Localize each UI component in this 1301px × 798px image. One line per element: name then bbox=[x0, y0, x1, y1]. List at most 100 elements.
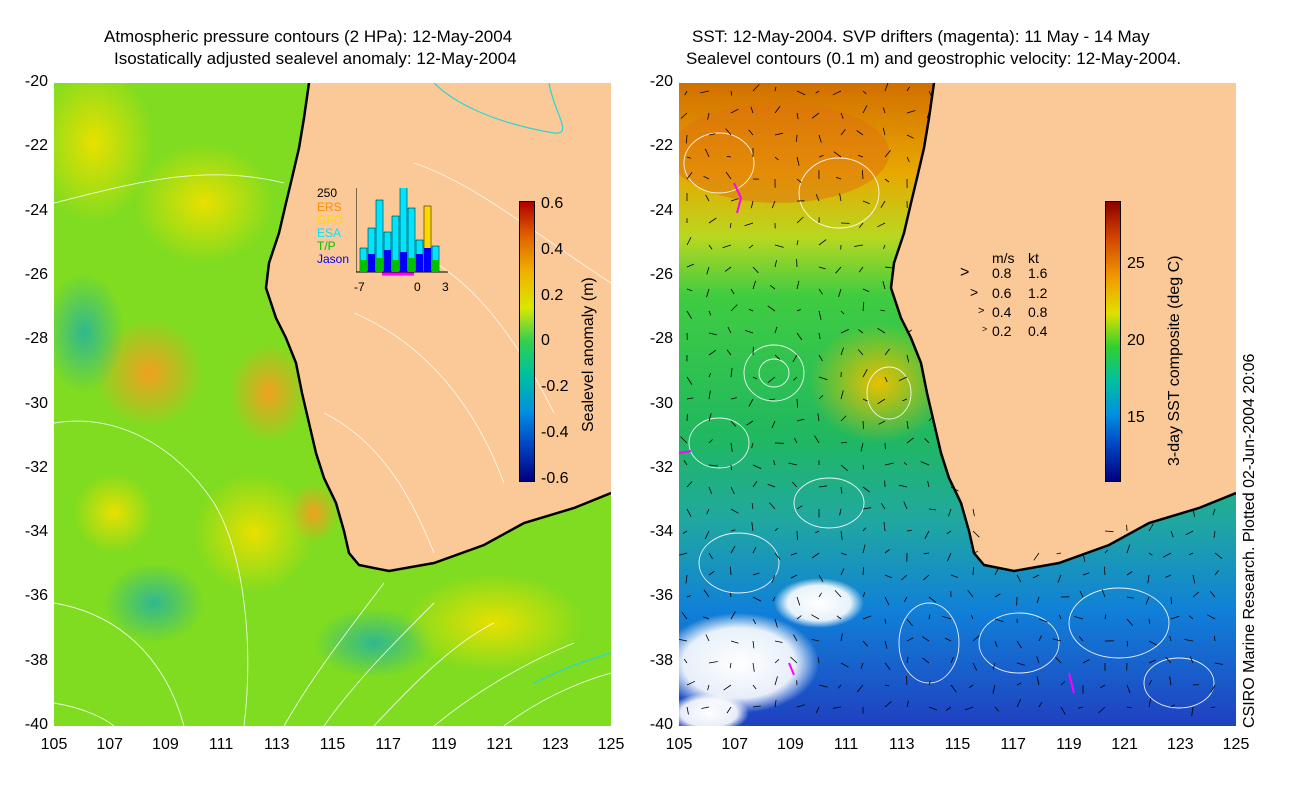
velocity-arrow bbox=[686, 481, 693, 488]
velocity-arrow bbox=[686, 156, 691, 159]
velocity-arrow bbox=[707, 112, 710, 120]
velocity-arrow bbox=[818, 155, 824, 158]
right-xtick: 117 bbox=[1000, 736, 1026, 753]
velocity-arrow bbox=[964, 706, 974, 711]
velocity-arrow bbox=[818, 684, 828, 688]
velocity-arrow bbox=[884, 684, 890, 687]
velocity-arrow bbox=[1214, 636, 1216, 642]
velocity-arrow bbox=[818, 592, 822, 598]
velocity-arrow bbox=[840, 464, 849, 472]
velocity-arrow bbox=[906, 529, 912, 532]
velocity-arrow bbox=[838, 288, 842, 298]
velocity-arrow bbox=[1100, 684, 1106, 689]
velocity-arrow bbox=[686, 134, 688, 144]
velocity-arrow bbox=[884, 83, 889, 92]
velocity-arrow bbox=[796, 90, 806, 96]
velocity-arrow bbox=[1126, 640, 1129, 647]
velocity-arrow bbox=[862, 486, 870, 493]
velocity-arrow bbox=[708, 310, 712, 316]
velocity-arrow bbox=[1016, 640, 1022, 649]
velocity-arrow bbox=[862, 398, 868, 402]
velocity-arrow bbox=[751, 522, 754, 532]
velocity-arrow bbox=[862, 507, 872, 510]
velocity-arrow bbox=[769, 502, 776, 510]
velocity-arrow bbox=[1016, 698, 1022, 708]
inset-legend-tp: T/P bbox=[317, 239, 336, 253]
velocity-arrow bbox=[746, 420, 754, 426]
velocity-arrow bbox=[884, 596, 890, 606]
velocity-arrow bbox=[1185, 530, 1194, 536]
velocity-arrow bbox=[811, 112, 820, 119]
velocity-arrow bbox=[862, 640, 869, 647]
velocity-arrow bbox=[950, 684, 957, 693]
velocity-arrow bbox=[774, 552, 781, 560]
velocity-arrow bbox=[772, 596, 776, 602]
velocity-arrow bbox=[752, 572, 760, 576]
velocity-arrow bbox=[1170, 530, 1174, 538]
velocity-arrow bbox=[1126, 618, 1134, 627]
legend-kt-2: 1.2 bbox=[1028, 285, 1048, 301]
velocity-arrow bbox=[774, 326, 778, 334]
velocity-arrow bbox=[862, 90, 867, 95]
velocity-arrow bbox=[972, 530, 980, 538]
velocity-arrow bbox=[840, 633, 843, 642]
velocity-arrow bbox=[752, 280, 756, 290]
velocity-arrow bbox=[796, 398, 798, 408]
velocity-arrow bbox=[884, 574, 893, 579]
velocity-arrow bbox=[703, 589, 710, 598]
velocity-arrow bbox=[906, 618, 913, 627]
velocity-arrow bbox=[708, 244, 713, 250]
velocity-arrow bbox=[969, 684, 974, 688]
velocity-arrow bbox=[796, 134, 798, 142]
velocity-arrow bbox=[686, 172, 693, 180]
right-title-line1: SST: 12-May-2004. SVP drifters (magenta)… bbox=[692, 27, 1150, 46]
velocity-arrow bbox=[811, 614, 820, 620]
left-ytick: -38 bbox=[24, 651, 48, 669]
legend-ms-3: 0.4 bbox=[992, 304, 1012, 320]
velocity-arrow bbox=[686, 680, 696, 686]
right-ytick: -24 bbox=[649, 201, 673, 219]
velocity-arrow bbox=[1126, 596, 1134, 599]
right-xtick: 119 bbox=[1056, 736, 1082, 753]
velocity-arrow bbox=[703, 616, 710, 620]
velocity-arrow bbox=[818, 134, 822, 143]
inset-legend-jason: Jason bbox=[317, 252, 350, 266]
velocity-arrow bbox=[906, 437, 914, 444]
velocity-arrow bbox=[877, 398, 886, 405]
velocity-arrow bbox=[994, 568, 999, 576]
velocity-arrow bbox=[840, 442, 847, 444]
velocity-arrow bbox=[706, 266, 710, 275]
velocity-arrow bbox=[792, 354, 798, 363]
velocity-arrow bbox=[796, 615, 802, 620]
velocity-arrow bbox=[774, 640, 783, 643]
left-ytick: -24 bbox=[24, 201, 48, 219]
velocity-arrow bbox=[1209, 591, 1216, 598]
velocity-arrow bbox=[1192, 684, 1199, 686]
velocity-arrow bbox=[862, 420, 864, 429]
velocity-arrow bbox=[860, 442, 864, 452]
velocity-arrow bbox=[752, 547, 757, 554]
velocity-arrow bbox=[1148, 640, 1157, 646]
velocity-arrow bbox=[1148, 552, 1153, 556]
velocity-arrow bbox=[751, 442, 754, 449]
velocity-arrow bbox=[906, 329, 912, 334]
velocity-arrow bbox=[840, 112, 844, 119]
velocity-arrow bbox=[1036, 676, 1040, 686]
velocity-arrow bbox=[752, 84, 760, 92]
velocity-arrow bbox=[1212, 508, 1216, 516]
left-ytick: -28 bbox=[24, 330, 48, 348]
velocity-arrow bbox=[906, 354, 910, 363]
velocity-arrow bbox=[796, 112, 799, 120]
velocity-arrow bbox=[1170, 596, 1172, 605]
right-xtick: 105 bbox=[665, 736, 693, 753]
velocity-arrow bbox=[883, 522, 886, 532]
velocity-arrow bbox=[729, 592, 732, 598]
velocity-arrow bbox=[898, 376, 908, 382]
velocity-arrow bbox=[752, 705, 761, 708]
velocity-arrow bbox=[950, 486, 959, 492]
velocity-arrow bbox=[862, 200, 870, 205]
right-xtick: 113 bbox=[889, 736, 915, 753]
left-ytick: -20 bbox=[24, 73, 48, 90]
velocity-arrow bbox=[898, 484, 908, 488]
left-xtick: 107 bbox=[96, 736, 124, 753]
